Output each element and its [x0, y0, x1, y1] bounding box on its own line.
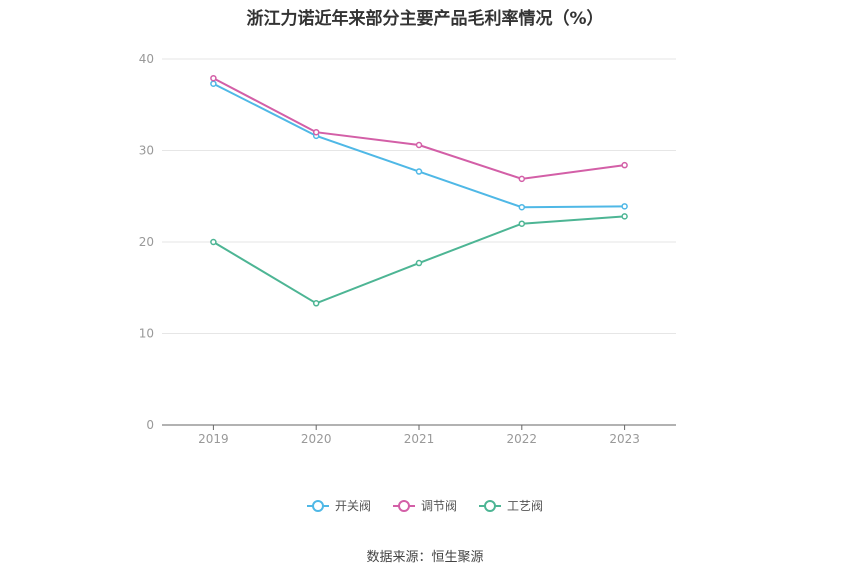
legend-marker-icon — [392, 499, 415, 512]
series-line-1 — [212, 77, 625, 180]
data-point[interactable] — [210, 238, 217, 246]
chart-title: 浙江力诺近年来部分主要产品毛利率情况（%） — [246, 9, 604, 29]
data-point[interactable] — [621, 213, 628, 220]
x-tick-label: 2020 — [301, 432, 332, 446]
data-point[interactable] — [518, 220, 526, 227]
legend-item[interactable]: 工艺阀 — [479, 497, 543, 514]
x-tick-label: 2019 — [198, 432, 229, 446]
x-tick-label: 2022 — [507, 432, 538, 446]
data-point[interactable] — [210, 74, 217, 82]
legend-item[interactable]: 开关阀 — [306, 497, 371, 514]
data-point[interactable] — [312, 128, 320, 136]
y-tick-label: 30 — [139, 144, 154, 158]
axes: 0 10 20 30 40 2019 2020 2021 2022 2023 — [139, 52, 676, 446]
y-tick-label: 20 — [139, 235, 154, 249]
series-lines — [210, 74, 628, 307]
data-point[interactable] — [621, 161, 628, 169]
x-tick-label: 2023 — [609, 432, 640, 446]
legend-label: 调节阀 — [420, 499, 457, 513]
data-point[interactable] — [415, 141, 423, 149]
y-tick-label: 10 — [139, 327, 154, 341]
legend-marker-icon — [479, 499, 501, 512]
y-tick-label: 40 — [139, 52, 154, 66]
legend-marker-icon — [306, 499, 329, 512]
y-tick-label: 0 — [146, 418, 154, 432]
data-point[interactable] — [518, 203, 526, 211]
grid-lines — [162, 58, 676, 334]
data-point[interactable] — [621, 203, 628, 210]
legend-item[interactable]: 调节阀 — [392, 497, 457, 514]
legend: 开关阀 调节阀 工艺阀 — [0, 497, 850, 514]
data-point[interactable] — [415, 168, 423, 175]
source-note: 数据来源：恒生聚源 — [366, 550, 484, 565]
x-tick-label: 2021 — [404, 432, 435, 446]
data-point[interactable] — [518, 175, 526, 183]
legend-label: 开关阀 — [334, 499, 371, 513]
legend-label: 工艺阀 — [507, 499, 544, 513]
data-point[interactable] — [415, 259, 423, 267]
data-point[interactable] — [312, 300, 320, 307]
data-point[interactable] — [210, 80, 217, 87]
